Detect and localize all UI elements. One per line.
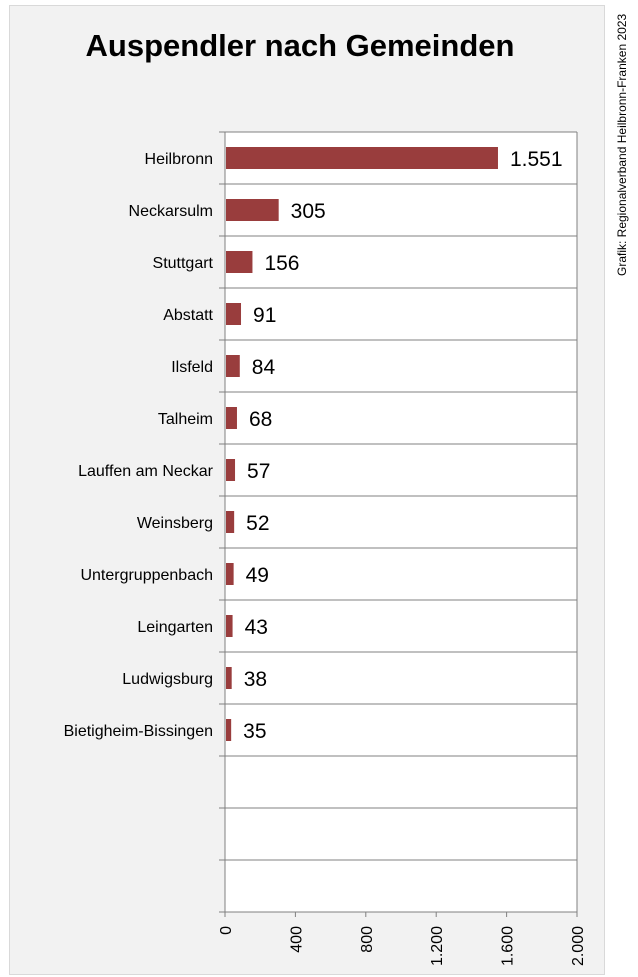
data-label: 43: [245, 616, 268, 639]
data-label: 84: [252, 356, 276, 379]
data-label: 57: [247, 460, 270, 483]
data-label: 52: [246, 512, 269, 535]
bar: [226, 303, 242, 325]
x-tick-label: 0: [218, 926, 235, 935]
category-label: Ludwigsburg: [122, 671, 213, 688]
bar: [226, 667, 232, 689]
bar: [226, 199, 279, 221]
data-label: 1.551: [510, 148, 563, 171]
data-label: 68: [249, 408, 272, 431]
data-label: 91: [253, 304, 276, 327]
category-label: Untergruppenbach: [80, 567, 213, 584]
x-tick-label: 1.200: [429, 926, 446, 966]
category-label: Lauffen am Neckar: [78, 463, 214, 480]
x-tick-label: 2.000: [570, 926, 587, 966]
x-tick-label: 400: [288, 926, 305, 953]
x-tick-label: 1.600: [500, 926, 517, 966]
data-label: 49: [246, 564, 269, 587]
bar: [226, 719, 232, 741]
x-tick-label: 800: [359, 926, 376, 953]
data-label: 305: [291, 200, 326, 223]
data-label: 156: [264, 252, 299, 275]
bar: [226, 615, 233, 637]
bar: [226, 355, 240, 377]
data-label: 38: [244, 668, 267, 691]
data-label: 35: [243, 720, 266, 743]
bar: [226, 459, 236, 481]
bar: [226, 511, 235, 533]
category-label: Talheim: [158, 411, 213, 428]
bar: [226, 563, 234, 585]
category-label: Stuttgart: [153, 255, 214, 272]
category-label: Abstatt: [163, 307, 213, 324]
category-label: Leingarten: [137, 619, 213, 636]
plot-area: [225, 132, 577, 912]
chart-title: Auspendler nach Gemeinden: [85, 28, 515, 63]
bar: [226, 147, 498, 169]
category-label: Heilbronn: [145, 151, 213, 168]
bar: [226, 251, 253, 273]
category-label: Weinsberg: [137, 515, 213, 532]
category-label: Bietigheim-Bissingen: [64, 723, 213, 740]
category-label: Ilsfeld: [171, 359, 213, 376]
bar: [226, 407, 237, 429]
category-label: Neckarsulm: [129, 203, 213, 220]
